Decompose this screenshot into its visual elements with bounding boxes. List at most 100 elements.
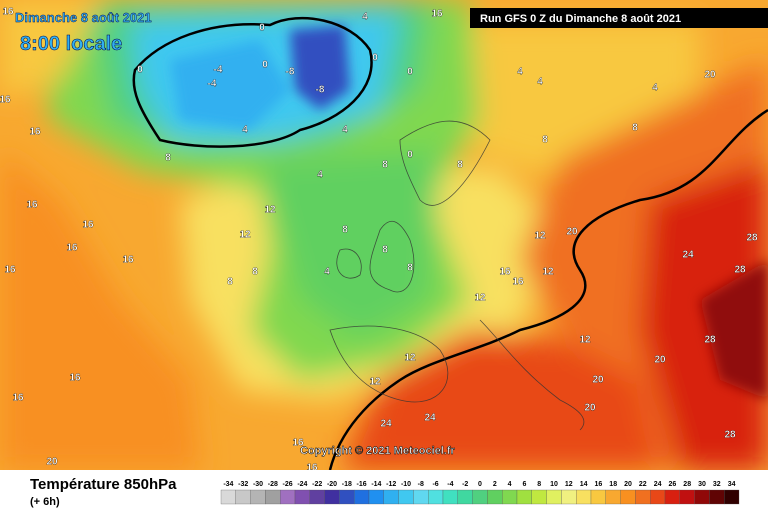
scale-label: 26	[669, 481, 677, 488]
scale-swatch	[502, 489, 518, 505]
map-label: 16	[2, 7, 14, 18]
scale-label: 28	[683, 481, 691, 488]
date-label: Dimanche 8 août 2021	[15, 10, 152, 25]
scale-label: 32	[713, 481, 721, 488]
map-label: 0	[407, 150, 413, 161]
scale-label: 10	[550, 481, 558, 488]
map-label: 16	[82, 220, 94, 231]
scale-swatch	[368, 489, 384, 505]
map-label: 12	[542, 267, 554, 278]
map-label: 8	[407, 263, 413, 274]
map-label: 8	[227, 277, 233, 288]
map-label: 12	[579, 335, 591, 346]
scale-swatch	[250, 489, 266, 505]
scale-swatch	[576, 489, 592, 505]
scale-label: 8	[537, 481, 541, 488]
run-banner	[470, 8, 768, 28]
scale-label: -28	[268, 481, 278, 488]
scale-swatch	[235, 489, 251, 505]
legend-title: Température 850hPa	[30, 476, 177, 493]
map-label: 0	[262, 60, 268, 71]
map-label: 16	[306, 463, 318, 474]
scale-label: 4	[508, 481, 512, 488]
time-label: 8:00 locale	[20, 33, 122, 55]
scale-label: 14	[580, 481, 588, 488]
scale-swatch	[294, 489, 310, 505]
scale-swatch	[280, 489, 296, 505]
map-label: 16	[499, 267, 511, 278]
scale-swatch	[724, 489, 740, 505]
scale-swatch	[635, 489, 651, 505]
scale-label: 2	[493, 481, 497, 488]
scale-label: -24	[297, 481, 307, 488]
scale-swatch	[531, 489, 547, 505]
map-label: 12	[534, 231, 546, 242]
map-label: 20	[654, 355, 666, 366]
map-label: 16	[512, 277, 524, 288]
scale-label: -6	[432, 481, 438, 488]
temperature-field	[0, 0, 768, 470]
scale-label: -8	[418, 481, 424, 488]
scale-label: -16	[357, 481, 367, 488]
map-label: 8	[382, 245, 388, 256]
map-label: 16	[0, 95, 11, 106]
scale-swatch	[398, 489, 414, 505]
scale-swatch	[324, 489, 340, 505]
scale-label: 16	[595, 481, 603, 488]
scale-swatch	[620, 489, 636, 505]
scale-swatch	[546, 489, 562, 505]
map-label: 4	[342, 125, 348, 136]
scale-label: -34	[223, 481, 233, 488]
scale-swatch	[457, 489, 473, 505]
scale-swatch	[383, 489, 399, 505]
scale-swatch	[442, 489, 458, 505]
scale-label: 6	[522, 481, 526, 488]
scale-swatch	[605, 489, 621, 505]
map-label: 4	[324, 267, 330, 278]
scale-swatch	[664, 489, 680, 505]
map-label: 20	[566, 227, 578, 238]
map-label: 8	[542, 135, 548, 146]
scale-label: -10	[401, 481, 411, 488]
scale-swatch	[709, 489, 725, 505]
map-label: 16	[122, 255, 134, 266]
scale-swatch	[428, 489, 444, 505]
map-label: 16	[66, 243, 78, 254]
isotherms	[132, 16, 768, 471]
map-label: 16	[29, 127, 41, 138]
map-label: 20	[592, 375, 604, 386]
scale-label: 12	[565, 481, 573, 488]
map-label: 24	[380, 419, 392, 430]
scale-swatch	[650, 489, 666, 505]
map-label: 20	[704, 70, 716, 81]
map-label: 24	[682, 250, 694, 261]
map-label: 12	[369, 377, 381, 388]
scale-label: 24	[654, 481, 662, 488]
run-info: Run GFS 0 Z du Dimanche 8 août 2021	[480, 13, 681, 25]
map-label: 28	[734, 265, 746, 276]
scale-swatch	[354, 489, 370, 505]
map-label: 12	[474, 293, 486, 304]
scale-swatch	[516, 489, 532, 505]
scale-label: -18	[342, 481, 352, 488]
scale-swatch	[487, 489, 503, 505]
scale-label: -22	[312, 481, 322, 488]
map-label: -8	[316, 85, 325, 96]
scale-swatch	[694, 489, 710, 505]
map-label: 16	[431, 9, 443, 20]
map-label: 8	[457, 160, 463, 171]
map-label: 0	[407, 67, 413, 78]
map-label: 28	[724, 430, 736, 441]
map-label: 16	[12, 393, 24, 404]
map-label: 0	[372, 53, 378, 64]
scale-label: -30	[253, 481, 263, 488]
map-label: 28	[704, 335, 716, 346]
map-label: 28	[746, 233, 758, 244]
map-label: -4	[208, 79, 217, 90]
map-label: 20	[46, 457, 58, 468]
scale-swatch	[590, 489, 606, 505]
scale-label: -12	[386, 481, 396, 488]
coastlines	[329, 120, 585, 431]
